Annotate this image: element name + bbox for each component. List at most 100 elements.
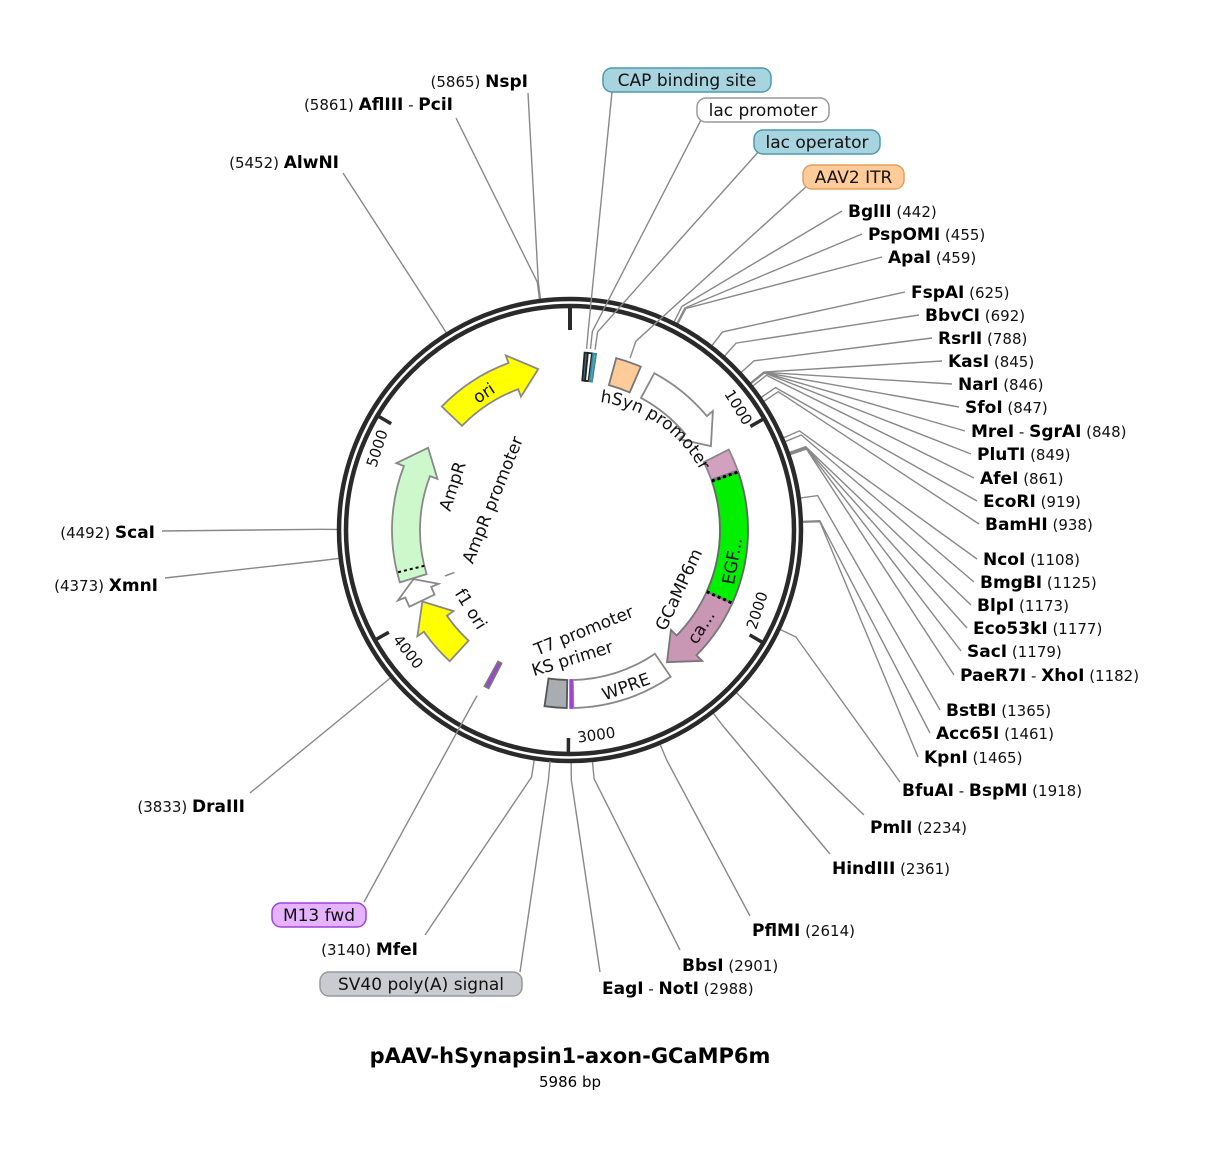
- site-label[interactable]: (5865) NspI: [431, 72, 529, 92]
- site-label[interactable]: (3140) MfeI: [321, 940, 418, 960]
- site-name: DraIII: [192, 797, 245, 817]
- site-leader-line: [751, 374, 975, 479]
- site-position: (5865): [431, 73, 486, 91]
- feature-ampr-promoter[interactable]: [395, 578, 442, 608]
- feature-ca-[interactable]: [665, 590, 734, 664]
- feature-label-lac-operator[interactable]: lac operator: [753, 129, 881, 155]
- site-name: Acc65I: [936, 724, 999, 744]
- site-position: (846): [998, 376, 1043, 394]
- feature-leader-line: [589, 117, 703, 350]
- feature-lac-operator[interactable]: [588, 352, 598, 383]
- site-label[interactable]: BlpI (1173): [977, 596, 1069, 616]
- site-name: HindIII: [832, 859, 895, 879]
- site-leader-line: [161, 528, 339, 532]
- site-leader-line: [710, 291, 906, 347]
- feature-segment-5[interactable]: [702, 448, 739, 481]
- site-name: XmnI: [109, 576, 158, 596]
- site-label[interactable]: BglII (442): [848, 202, 937, 222]
- site-leader-line: [760, 386, 978, 502]
- site-label[interactable]: BbvCI (692): [925, 306, 1025, 326]
- site-label[interactable]: SfoI (847): [965, 398, 1048, 418]
- site-label[interactable]: (4373) XmnI: [54, 576, 158, 596]
- site-label[interactable]: HindIII (2361): [832, 859, 950, 879]
- site-label[interactable]: EagI - NotI (2988): [602, 979, 754, 999]
- site-label[interactable]: BfuAI - BspMI (1918): [902, 781, 1082, 801]
- site-name: BspMI: [969, 781, 1028, 801]
- site-position: (1173): [1014, 597, 1069, 615]
- site-label[interactable]: NarI (846): [958, 375, 1044, 395]
- feature-f1-ori[interactable]: [416, 600, 470, 663]
- tick-label: 3000: [576, 723, 616, 746]
- feature-ampr[interactable]: [391, 446, 439, 584]
- site-label[interactable]: (5452) AlwNI: [229, 153, 339, 173]
- site-name: EcoRI: [983, 492, 1036, 512]
- site-leader-line: [570, 761, 601, 973]
- site-label[interactable]: SacI (1179): [967, 642, 1062, 662]
- site-leader-line: [676, 256, 883, 325]
- site-label[interactable]: BstBI (1365): [946, 701, 1051, 721]
- site-label[interactable]: PflMI (2614): [752, 921, 855, 941]
- site-label[interactable]: BmgBI (1125): [980, 573, 1097, 593]
- feature-label-aav2-itr[interactable]: AAV2 ITR: [802, 164, 905, 190]
- feature-ori[interactable]: [440, 353, 540, 428]
- site-position: (2988): [699, 980, 754, 998]
- feature-label-sv40-poly-a-signal[interactable]: SV40 poly(A) signal: [319, 971, 523, 997]
- site-name: AfeI: [980, 469, 1018, 489]
- feature-boundary: [711, 470, 739, 483]
- site-position: (2614): [800, 922, 855, 940]
- feature-segment-11[interactable]: [483, 660, 503, 690]
- site-label[interactable]: (3833) DraIII: [137, 797, 245, 817]
- site-leader-line: [779, 628, 901, 783]
- feature-lac-promoter[interactable]: [584, 351, 594, 383]
- feature-aav2-itr[interactable]: [607, 356, 642, 394]
- site-label[interactable]: PluTI (849): [977, 445, 1070, 465]
- ampr-promoter-leader: [444, 570, 459, 577]
- site-leader-line: [749, 372, 972, 455]
- feature-label-text: M13 fwd: [283, 906, 355, 926]
- tick-label: 1000: [720, 386, 756, 428]
- site-label[interactable]: PaeR7I - XhoI (1182): [960, 666, 1139, 686]
- feature-segment-9[interactable]: [569, 679, 574, 709]
- plasmid-length: 5986 bp: [539, 1073, 601, 1091]
- site-name: PflMI: [752, 921, 800, 941]
- site-label[interactable]: ApaI (459): [888, 248, 976, 268]
- site-label[interactable]: FspAI (625): [911, 283, 1010, 303]
- feature-label-cap-binding-site[interactable]: CAP binding site: [602, 67, 772, 93]
- site-label[interactable]: KpnI (1465): [924, 748, 1022, 768]
- site-label[interactable]: Acc65I (1461): [936, 724, 1054, 744]
- site-position: (1177): [1048, 620, 1103, 638]
- feature-wpre[interactable]: [571, 652, 672, 709]
- site-leader-line: [788, 445, 972, 606]
- site-label[interactable]: Eco53kI (1177): [973, 619, 1102, 639]
- site-label[interactable]: PmlI (2234): [870, 818, 967, 838]
- feature-hsyn-promoter[interactable]: [639, 371, 714, 448]
- site-position: (3833): [137, 798, 192, 816]
- site-label[interactable]: (5861) AflIII - PciI: [304, 95, 453, 115]
- feature-label-m13-fwd[interactable]: M13 fwd: [271, 902, 367, 928]
- site-leader-line: [455, 117, 541, 301]
- ring-line: [336, 296, 804, 764]
- site-name: SfoI: [965, 398, 1003, 418]
- site-leader-line: [740, 337, 933, 374]
- site-leader-line: [789, 448, 955, 676]
- site-label[interactable]: (4492) ScaI: [60, 523, 155, 543]
- feature-segment-10[interactable]: [543, 677, 569, 709]
- site-label[interactable]: BbsI (2901): [682, 956, 778, 976]
- feature-label-box: [319, 971, 523, 997]
- site-label[interactable]: AfeI (861): [980, 469, 1064, 489]
- site-name: AflIII: [359, 95, 404, 115]
- site-label[interactable]: PspOMI (455): [868, 225, 985, 245]
- site-name-separator: -: [1014, 423, 1029, 441]
- site-position: (2901): [724, 957, 779, 975]
- signal-peptide-boundary: [396, 564, 425, 574]
- feature-label-lac-promoter[interactable]: lac promoter: [696, 97, 830, 123]
- site-label[interactable]: NcoI (1108): [983, 550, 1080, 570]
- site-label[interactable]: BamHI (938): [985, 515, 1093, 535]
- site-label[interactable]: RsrII (788): [938, 329, 1027, 349]
- site-label[interactable]: MreI - SgrAI (848): [971, 422, 1127, 442]
- site-label[interactable]: EcoRI (919): [983, 492, 1081, 512]
- tick-mark: [749, 417, 764, 428]
- site-leader-line: [799, 494, 941, 711]
- site-label[interactable]: KasI (845): [948, 352, 1034, 372]
- backbone-ring: [336, 296, 804, 764]
